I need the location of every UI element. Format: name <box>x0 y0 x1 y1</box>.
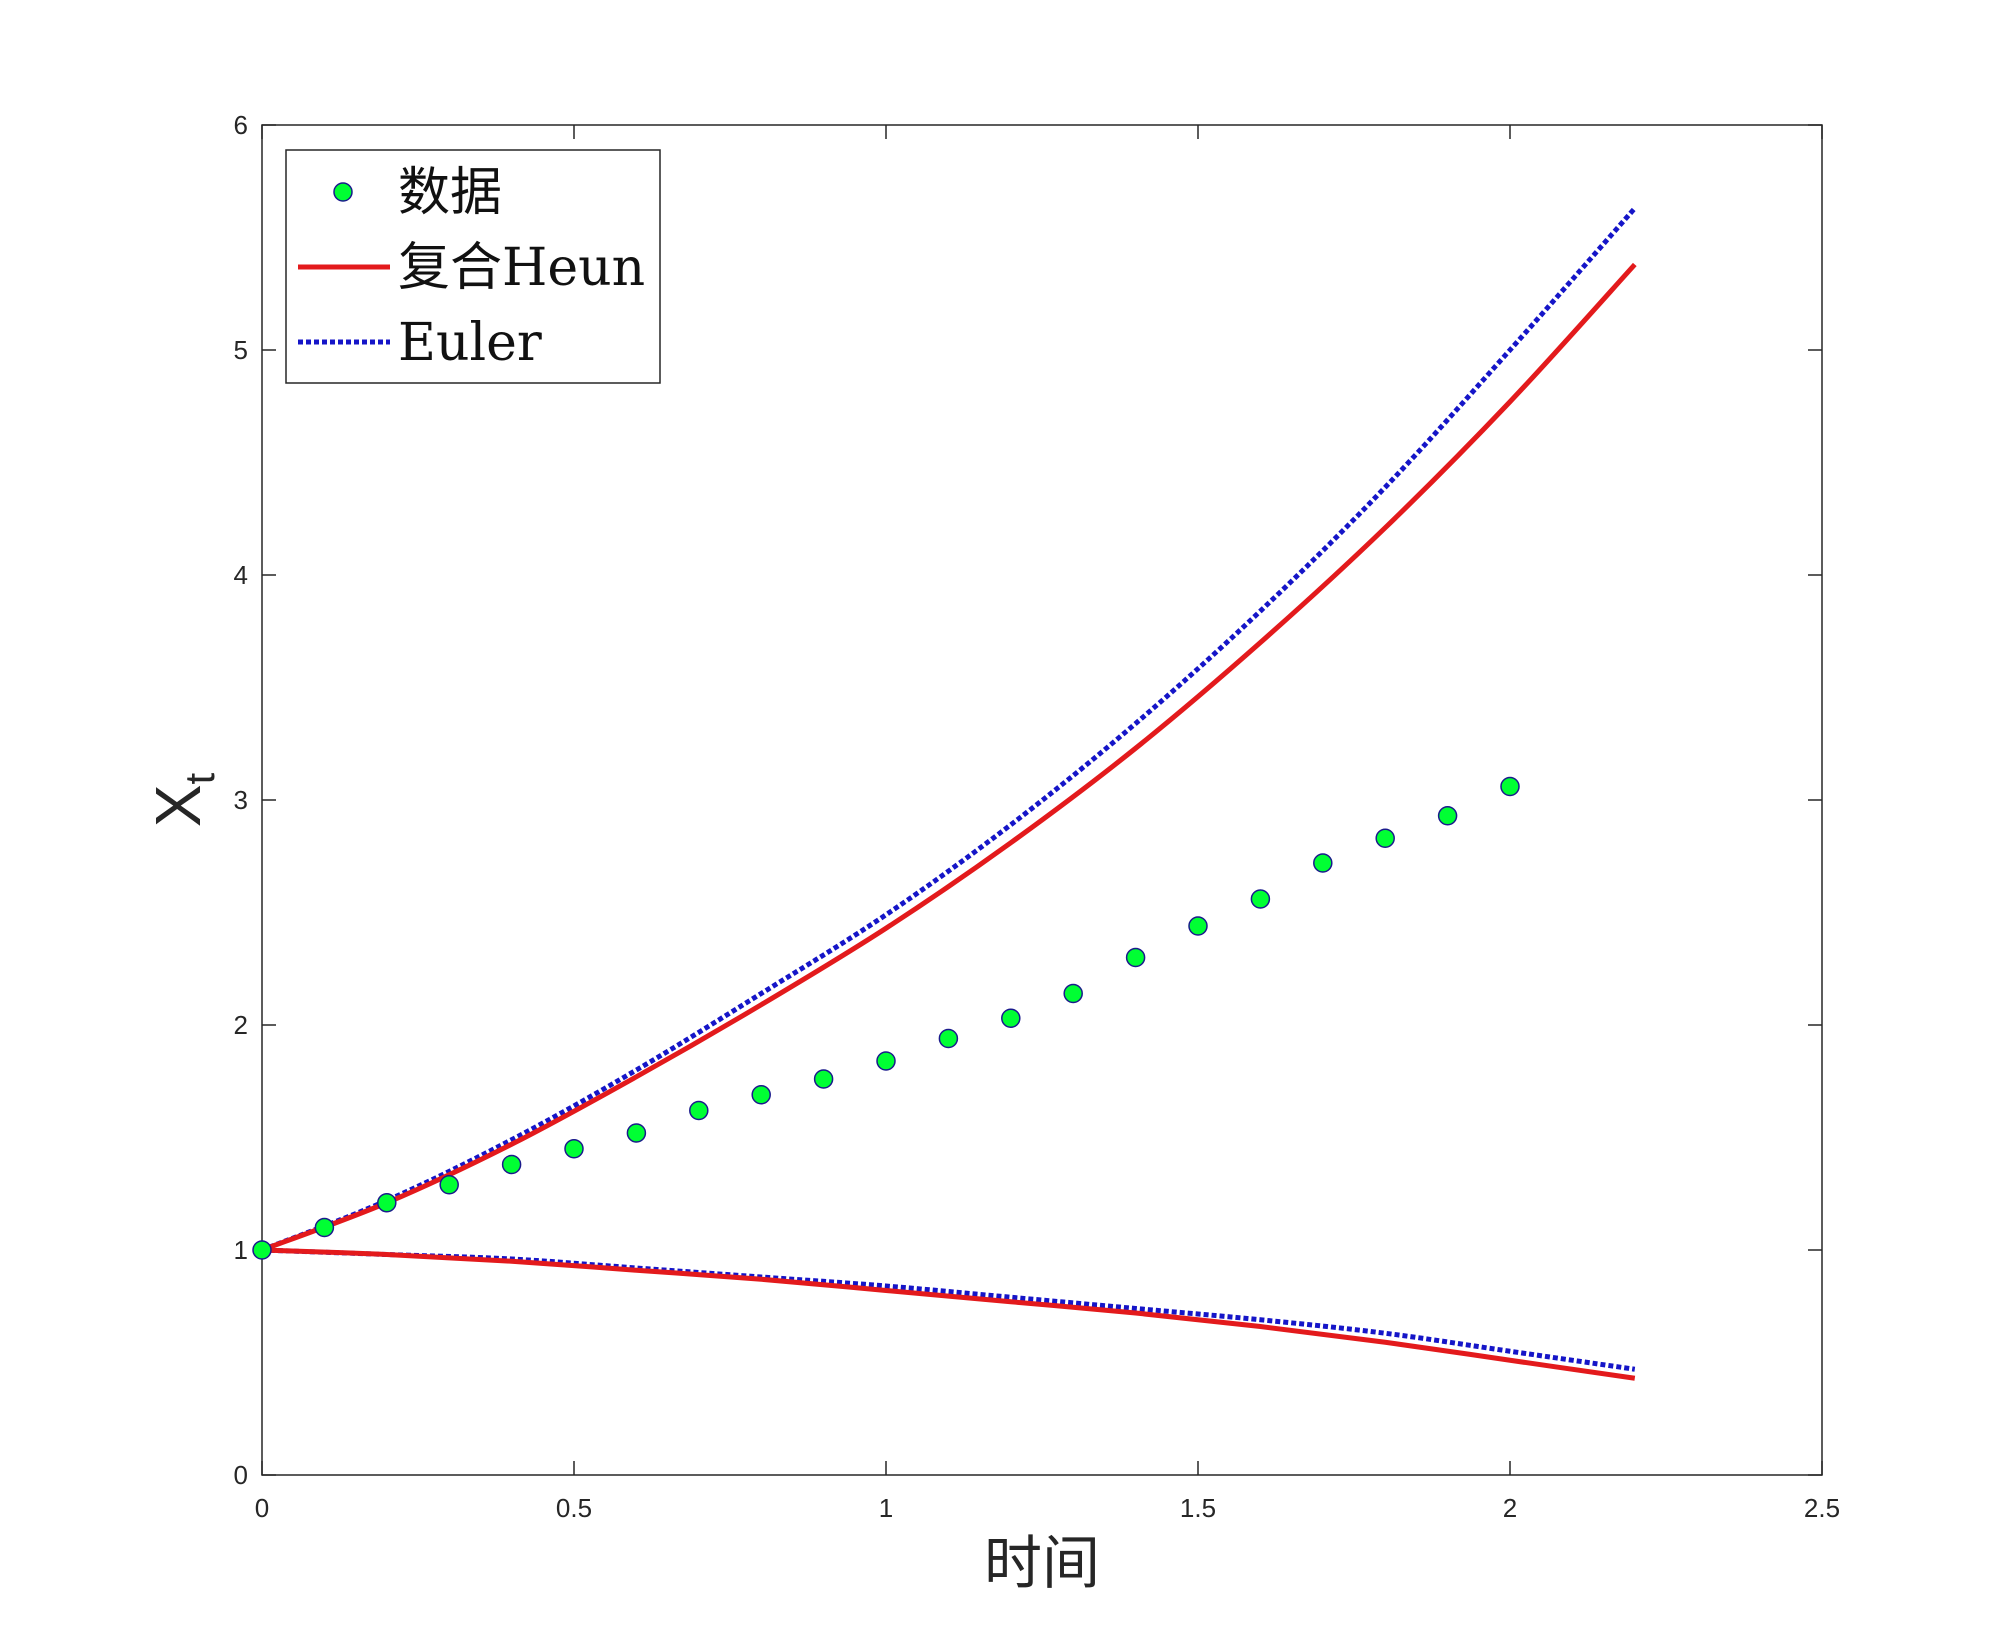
data-point <box>1313 853 1333 873</box>
series-line-heun-upper <box>261 262 1637 1253</box>
y-tick-label: 5 <box>234 335 248 365</box>
data-point <box>1250 889 1271 909</box>
y-tick-label: 4 <box>234 560 248 590</box>
data-point <box>377 1193 397 1213</box>
series-line-euler-upper <box>261 206 1637 1253</box>
y-axis-title: Xt <box>142 772 223 827</box>
data-point <box>813 1069 834 1089</box>
data-point <box>564 1139 584 1159</box>
data-point <box>689 1100 709 1121</box>
x-axis-title: 时间 <box>984 1529 1100 1597</box>
data-point <box>876 1051 896 1071</box>
data-point <box>439 1175 459 1195</box>
y-axis-title-subscript: t <box>176 772 223 784</box>
legend-label-heun: 复合Heun <box>398 238 645 298</box>
legend-label-euler: Euler <box>398 313 542 373</box>
data-point <box>1500 776 1520 797</box>
data-point <box>314 1217 335 1238</box>
svg-text:Xt: Xt <box>142 772 223 827</box>
data-points-layer <box>252 776 1520 1260</box>
data-point <box>1063 983 1083 1004</box>
legend-label-data: 数据 <box>398 163 502 223</box>
data-point <box>1001 1008 1021 1028</box>
data-point <box>751 1085 771 1105</box>
y-tick-label: 1 <box>234 1235 248 1265</box>
y-tick-label: 3 <box>234 785 248 815</box>
y-axis-title-main: X <box>142 784 214 827</box>
x-tick-label: 1.5 <box>1180 1493 1216 1523</box>
x-tick-label: 0 <box>255 1493 269 1523</box>
series-layer <box>261 206 1637 1381</box>
data-point <box>626 1123 647 1143</box>
data-point <box>501 1154 522 1175</box>
x-tick-label: 2.5 <box>1804 1493 1840 1523</box>
data-point <box>1188 916 1208 936</box>
x-tick-label: 2 <box>1503 1493 1517 1523</box>
y-tick-label: 0 <box>234 1460 248 1490</box>
data-point <box>1437 806 1458 826</box>
series-line-heun-lower <box>261 1247 1636 1381</box>
data-point <box>252 1240 272 1260</box>
y-tick-label: 6 <box>234 110 248 140</box>
legend: 数据 复合Heun Euler <box>285 149 661 384</box>
data-point <box>1125 947 1146 968</box>
axis-ticks: 0 0.5 1 1.5 2 2.5 0 1 2 3 4 5 6 <box>234 110 1841 1523</box>
data-point <box>1375 828 1395 848</box>
legend-marker-data <box>333 182 353 202</box>
x-tick-label: 0.5 <box>556 1493 592 1523</box>
y-tick-label: 2 <box>234 1010 248 1040</box>
data-point <box>938 1028 959 1049</box>
x-tick-label: 1 <box>879 1493 893 1523</box>
